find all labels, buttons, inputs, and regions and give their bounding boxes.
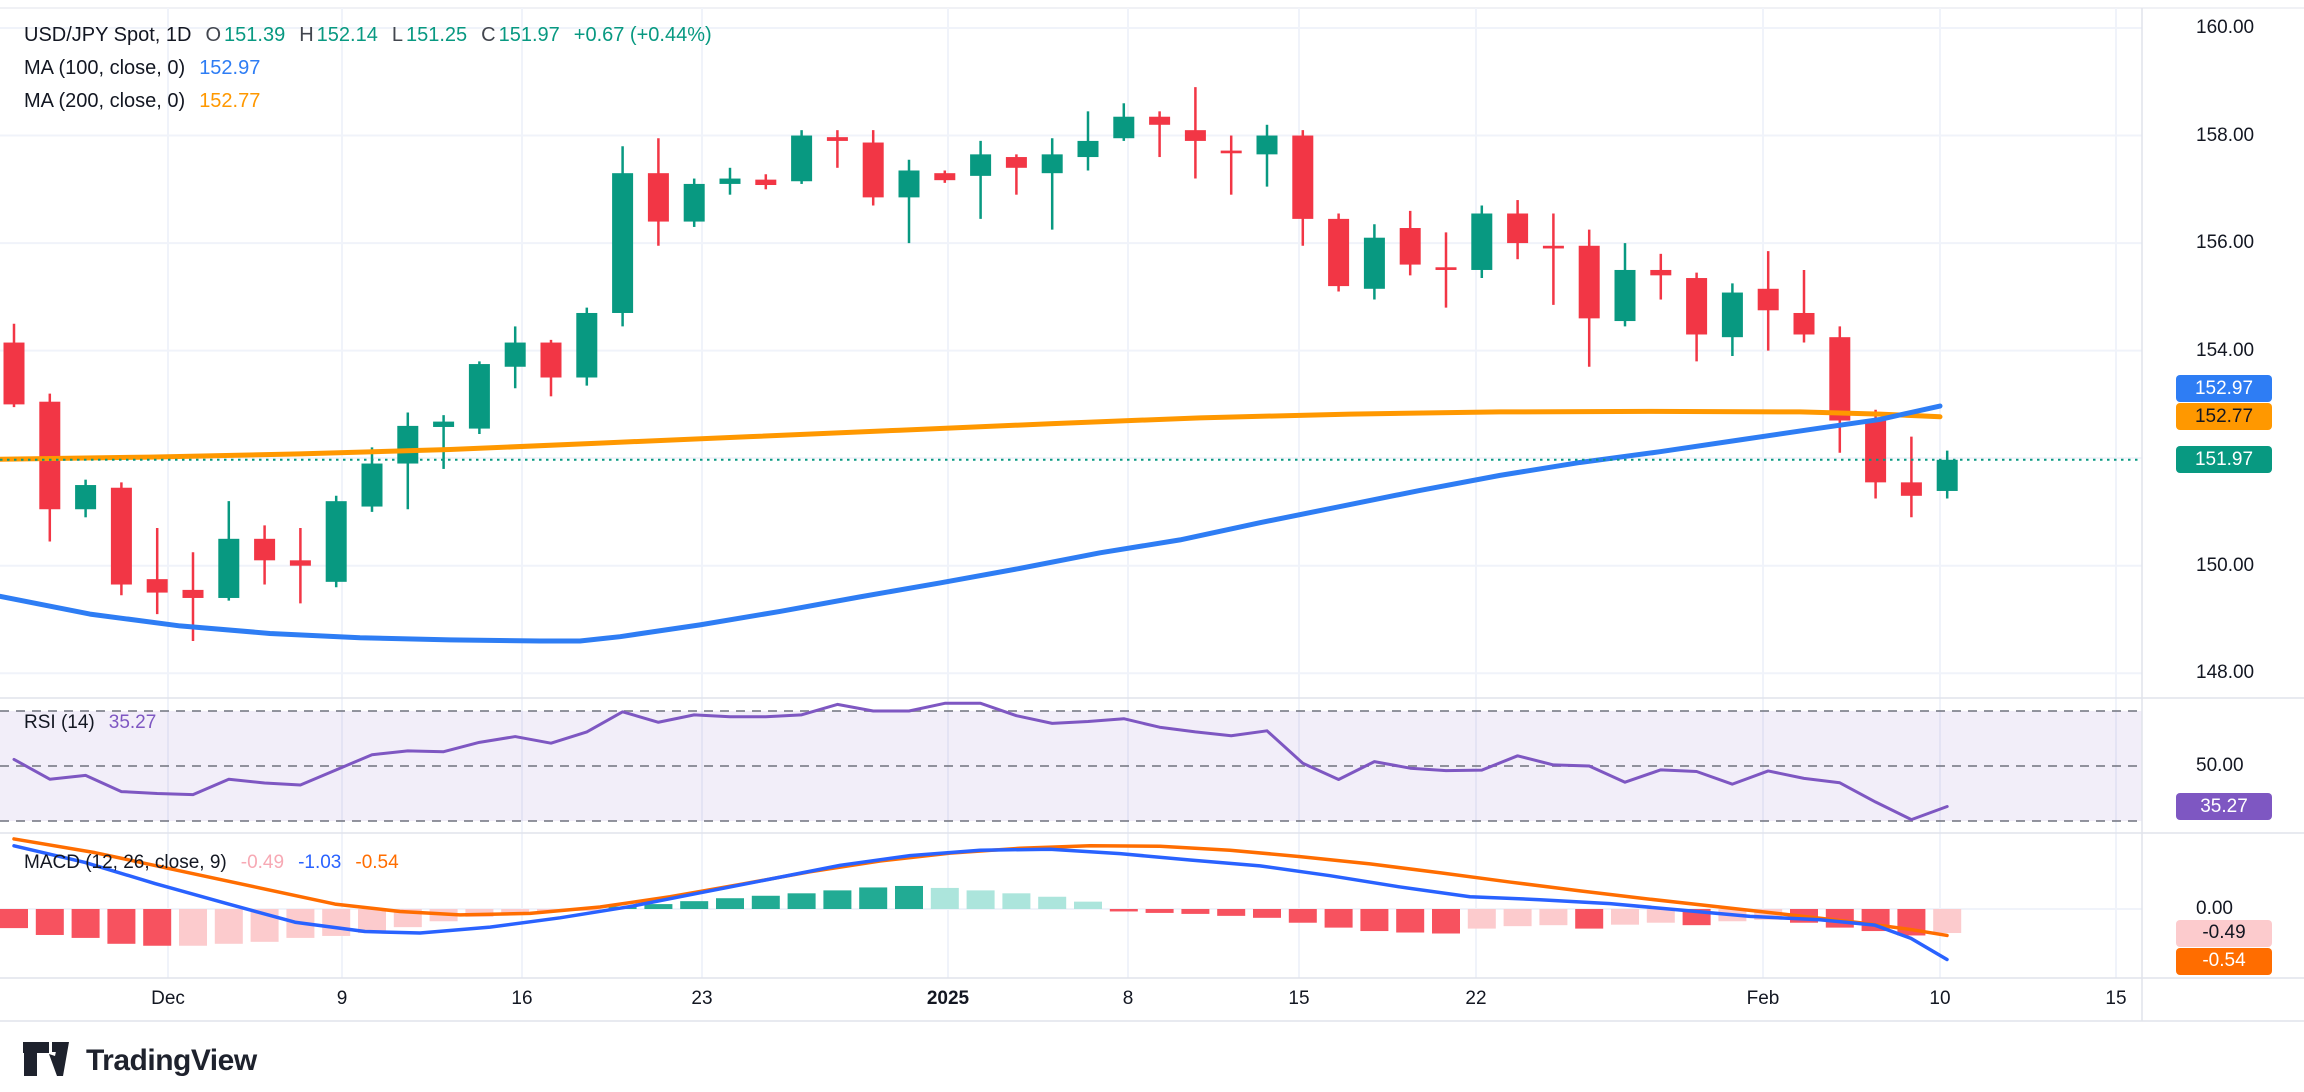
- tradingview-logo-icon: [23, 1042, 69, 1076]
- time-tick-8: 8: [1122, 988, 1134, 1009]
- price-badge-151.97: 151.97: [2176, 446, 2272, 474]
- ma100-label: MA (100, close, 0): [24, 57, 186, 79]
- symbol-title[interactable]: USD/JPY Spot, 1D: [24, 24, 192, 46]
- macd-line-value: -1.03: [298, 852, 342, 873]
- price-tick-150.00: 150.00: [2196, 554, 2255, 576]
- price-tick-158.00: 158.00: [2196, 124, 2255, 146]
- time-tick-15: 15: [1288, 988, 1310, 1009]
- time-tick-2025: 2025: [926, 988, 970, 1009]
- price-badge-152.97: 152.97: [2176, 375, 2272, 403]
- rsi-label: RSI (14): [24, 712, 95, 733]
- rsi-legend-row[interactable]: RSI (14) 35.27: [24, 708, 156, 738]
- time-tick-22: 22: [1465, 988, 1487, 1009]
- tradingview-logo[interactable]: TradingView: [22, 1040, 257, 1082]
- price-tick-160.00: 160.00: [2196, 17, 2255, 38]
- ohlc-low: L 151.25: [391, 24, 468, 46]
- ohlc-high: H 152.14: [299, 24, 378, 46]
- macd-hist-value: -0.49: [240, 852, 285, 873]
- macd-legend-row[interactable]: MACD (12, 26, close, 9) -0.49 -1.03 -0.5…: [24, 848, 399, 878]
- change-value: +0.67 (+0.44%): [573, 24, 712, 46]
- time-tick-Dec: Dec: [151, 988, 185, 1009]
- ma200-value: 152.77: [199, 90, 261, 112]
- tradingview-logo-text: TradingView: [86, 1044, 257, 1077]
- rsi-value: 35.27: [108, 712, 157, 733]
- ma200-legend-row[interactable]: MA (200, close, 0) 152.77: [24, 86, 260, 116]
- ma100-value: 152.97: [199, 57, 261, 79]
- macd-tick-0.00: 0.00: [2196, 898, 2233, 919]
- macd-hist-badge: -0.49: [2176, 919, 2272, 947]
- macd-signal-badge: -0.54: [2176, 947, 2272, 975]
- ohlc-close: C 151.97: [481, 24, 560, 46]
- ohlc-open: O 151.39: [205, 24, 286, 46]
- time-tick-Feb: Feb: [1746, 988, 1780, 1009]
- time-tick-15: 15: [2105, 988, 2127, 1009]
- price-tick-154.00: 154.00: [2196, 339, 2255, 361]
- price-tick-156.00: 156.00: [2196, 232, 2255, 254]
- ma100-legend-row[interactable]: MA (100, close, 0) 152.97: [24, 53, 260, 83]
- price-badge-152.77: 152.77: [2176, 403, 2272, 431]
- ma200-label: MA (200, close, 0): [24, 90, 186, 112]
- price-tick-148.00: 148.00: [2196, 662, 2255, 684]
- macd-signal-value: -0.54: [355, 852, 399, 873]
- rsi-badge: 35.27: [2176, 793, 2272, 820]
- symbol-legend-row[interactable]: USD/JPY Spot, 1D O 151.39 H 152.14 L 151…: [24, 20, 712, 50]
- rsi-tick-50.00: 50.00: [2196, 755, 2244, 776]
- time-tick-9: 9: [336, 988, 348, 1009]
- time-tick-23: 23: [691, 988, 713, 1009]
- time-tick-10: 10: [1929, 988, 1951, 1009]
- time-tick-16: 16: [511, 988, 533, 1009]
- macd-label: MACD (12, 26, close, 9): [24, 852, 227, 873]
